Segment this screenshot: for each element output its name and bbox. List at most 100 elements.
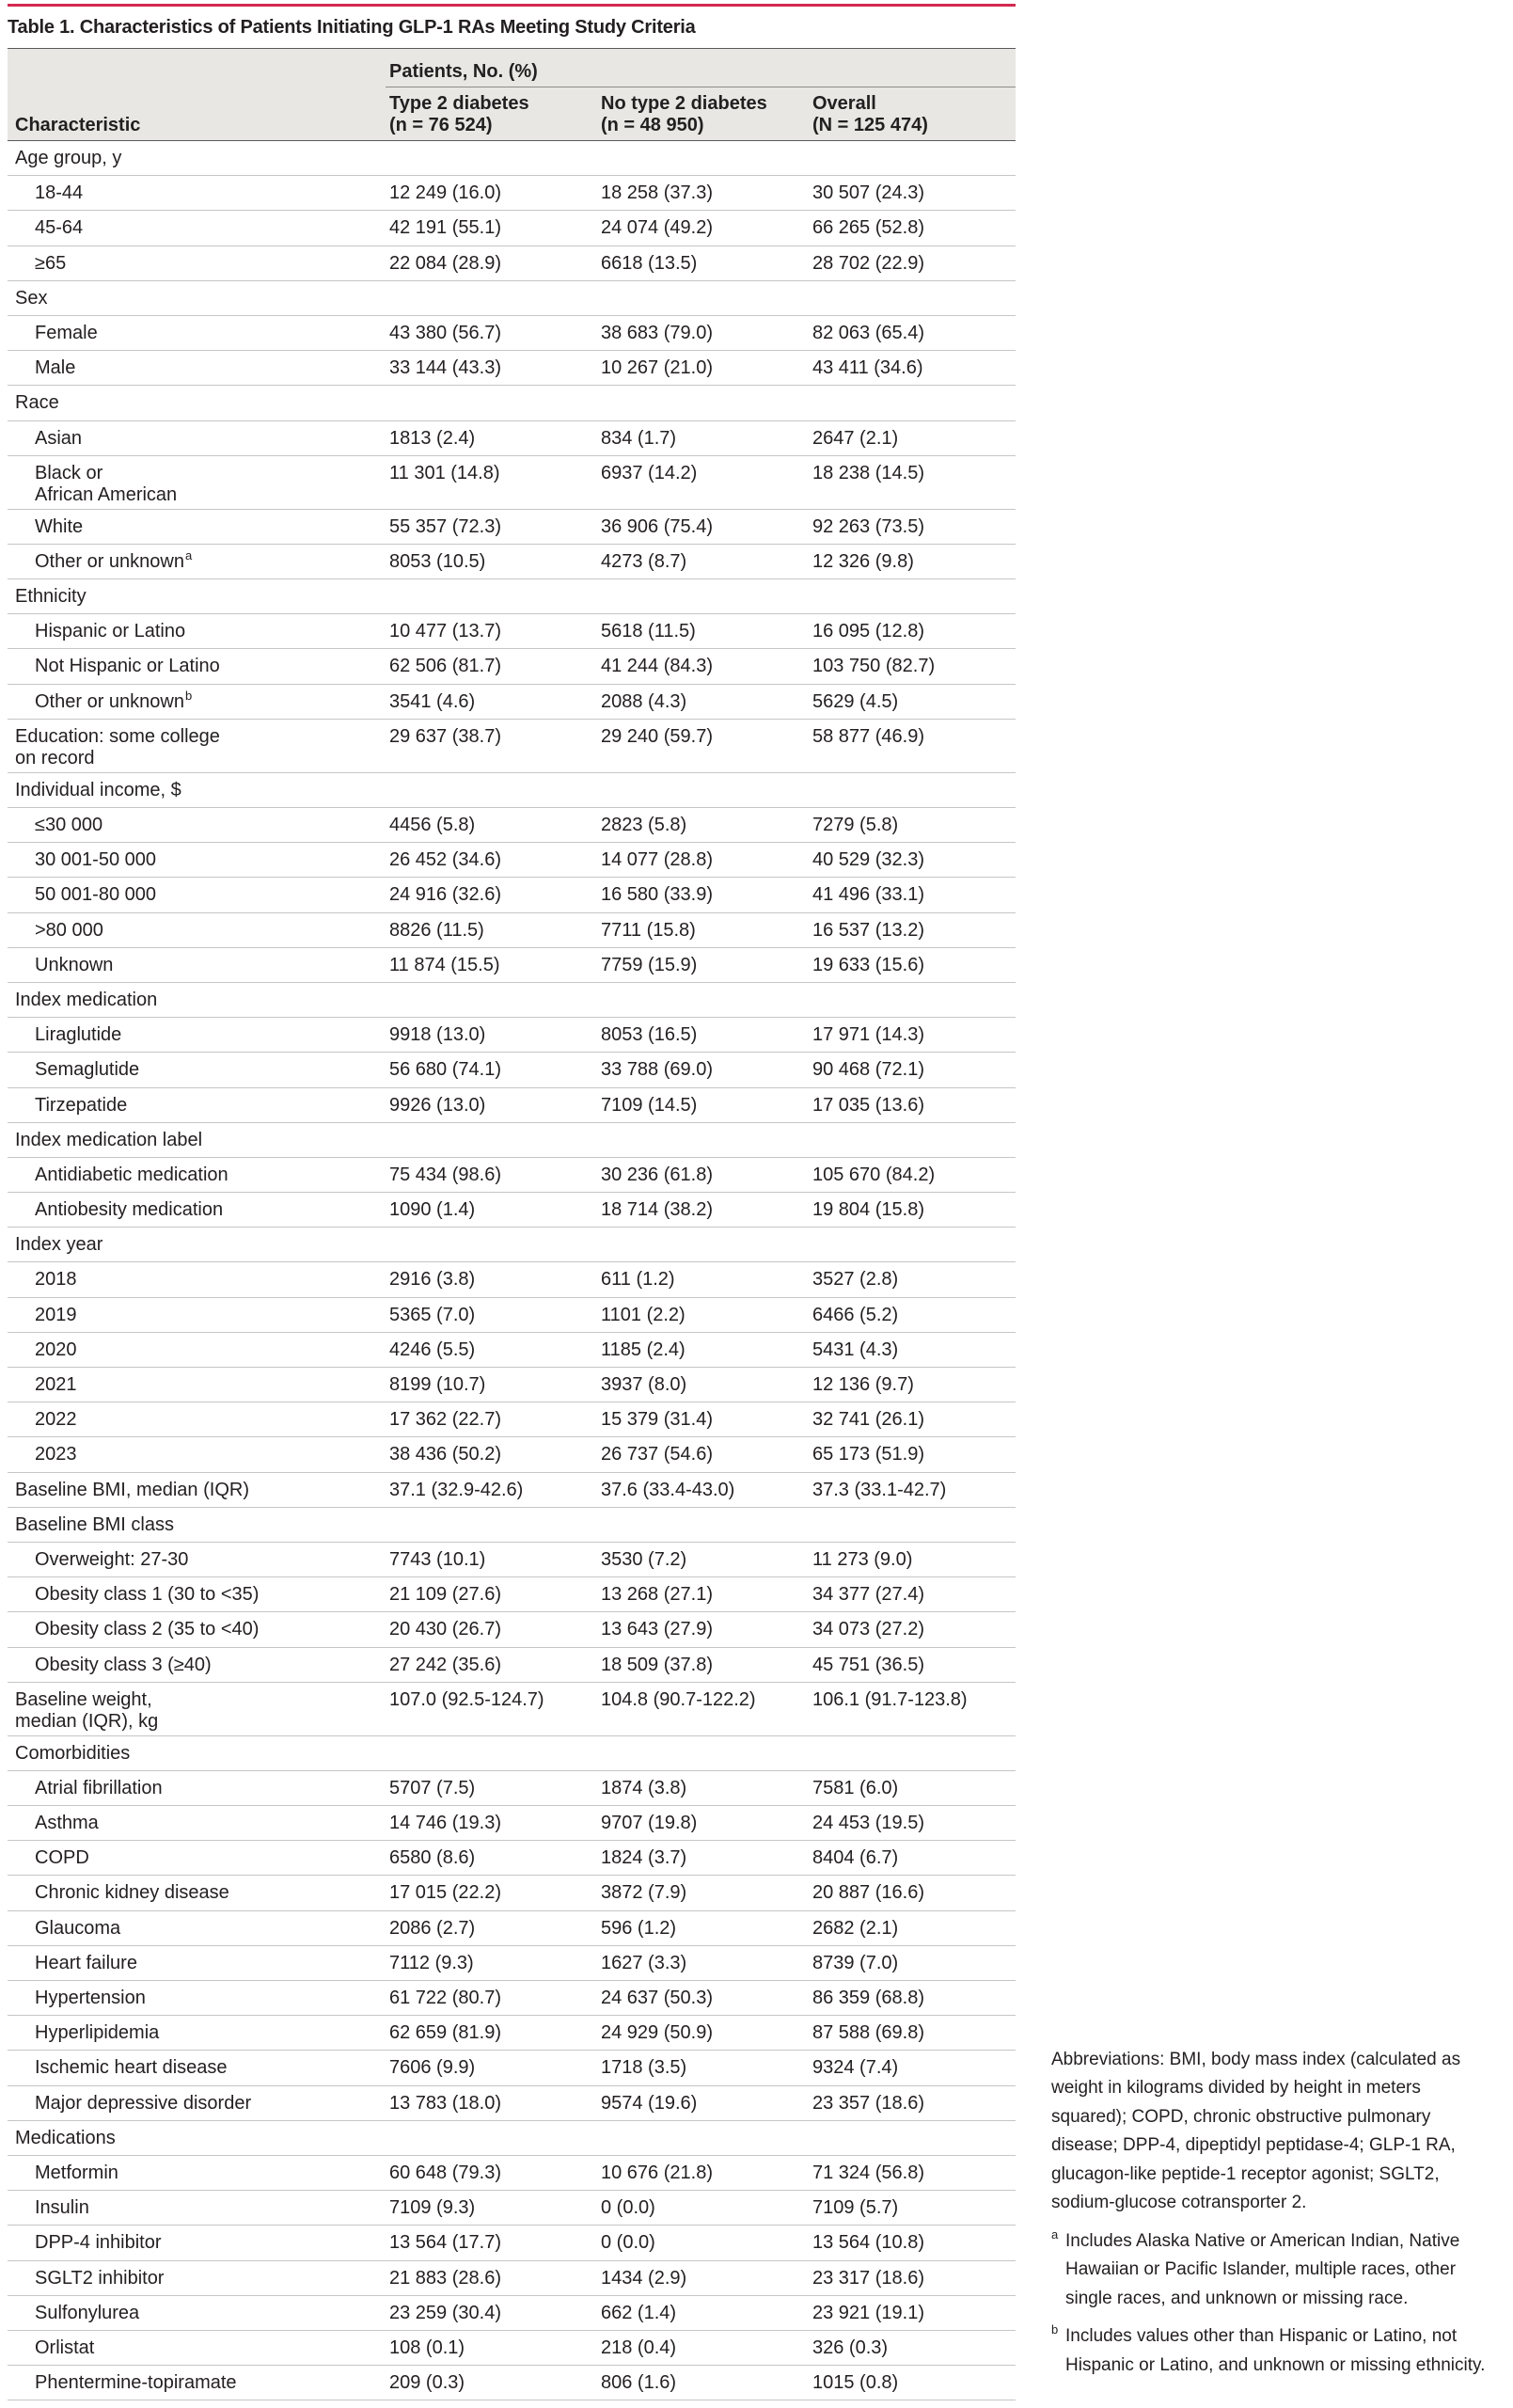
type2-diabetes-cell: 38 436 (50.2) bbox=[389, 1444, 501, 1465]
section-header-row: Age group, y bbox=[8, 141, 1016, 177]
characteristic-cell: Other or unknownb bbox=[8, 688, 386, 719]
type2-diabetes-cell: 20 430 (26.7) bbox=[389, 1619, 501, 1640]
overall-cell: 34 073 (27.2) bbox=[812, 1619, 924, 1640]
table-row: Antidiabetic medication 75 434 (98.6) 30 2… bbox=[8, 1158, 1016, 1194]
footnote-text: Includes Alaska Native or American India… bbox=[1065, 2230, 1460, 2308]
table-row: ≥65 22 084 (28.9) 6618 (13.5) 28 702 (22.9) bbox=[8, 246, 1016, 281]
characteristic-cell: White bbox=[8, 516, 386, 544]
characteristic-cell: Hyperlipidemia bbox=[8, 2022, 386, 2050]
table-row: Baseline BMI, median (IQR) 37.1 (32.9-42.… bbox=[8, 1473, 1016, 1508]
no-type2-diabetes-cell: 7109 (14.5) bbox=[601, 1094, 698, 1116]
type2-diabetes-cell: 9926 (13.0) bbox=[389, 1094, 486, 1116]
characteristic-label: Index medication label bbox=[15, 1129, 203, 1150]
characteristic-label: 2020 bbox=[35, 1339, 77, 1360]
type2-diabetes-cell: 6580 (8.6) bbox=[389, 1847, 476, 1869]
type2-diabetes-cell: 56 680 (74.1) bbox=[389, 1059, 501, 1081]
no-type2-diabetes-cell: 8053 (16.5) bbox=[601, 1024, 698, 1046]
no-type2-diabetes-cell: 596 (1.2) bbox=[601, 1917, 677, 1939]
characteristic-label: Hyperlipidemia bbox=[35, 2022, 160, 2044]
characteristic-cell: Index year bbox=[8, 1234, 386, 1261]
table-row: Baseline weight, median (IQR), kg 107.0 (… bbox=[8, 1683, 1016, 1736]
table-title: Table 1. Characteristics of Patients Ini… bbox=[8, 7, 1016, 49]
no-type2-diabetes-cell: 1434 (2.9) bbox=[601, 2267, 687, 2289]
overall-cell: 92 263 (73.5) bbox=[812, 515, 924, 537]
type2-diabetes-cell: 7606 (9.9) bbox=[389, 2057, 476, 2079]
no-type2-diabetes-cell: 10 676 (21.8) bbox=[601, 2162, 713, 2183]
table-row: 30 001-50 000 26 452 (34.6) 14 077 (28.8) 4… bbox=[8, 843, 1016, 879]
characteristic-label: >80 000 bbox=[35, 919, 103, 941]
overall-cell: 17 971 (14.3) bbox=[812, 1024, 924, 1046]
characteristic-label: Other or unknown bbox=[35, 550, 184, 572]
table-row: 2023 38 436 (50.2) 26 737 (54.6) 65 173 (51… bbox=[8, 1437, 1016, 1473]
no-type2-diabetes-cell: 1874 (3.8) bbox=[601, 1777, 687, 1798]
no-type2-diabetes-cell: 1824 (3.7) bbox=[601, 1847, 687, 1869]
characteristic-label: ≤30 000 bbox=[35, 815, 103, 835]
overall-cell: 12 136 (9.7) bbox=[812, 1374, 914, 1395]
table-row: Tirzepatide 9926 (13.0) 7109 (14.5) 17 035 … bbox=[8, 1088, 1016, 1123]
overall-cell: 9324 (7.4) bbox=[812, 2057, 899, 2079]
overall-cell: 2682 (2.1) bbox=[812, 1917, 899, 1939]
no-type2-diabetes-cell: 218 (0.4) bbox=[601, 2337, 677, 2358]
table-row: Male 33 144 (43.3) 10 267 (21.0) 43 411 (34… bbox=[8, 351, 1016, 387]
no-type2-diabetes-cell: 7711 (15.8) bbox=[601, 919, 696, 941]
characteristic-cell: Tirzepatide bbox=[8, 1095, 386, 1122]
overall-cell: 6466 (5.2) bbox=[812, 1304, 899, 1325]
section-header-row: Baseline BMI class bbox=[8, 1508, 1016, 1543]
table-row: Unknown 11 874 (15.5) 7759 (15.9) 19 633 (1… bbox=[8, 948, 1016, 983]
no-type2-diabetes-cell: 33 788 (69.0) bbox=[601, 1059, 713, 1081]
overall-cell: 5431 (4.3) bbox=[812, 1339, 899, 1360]
footnote-marker: b bbox=[184, 688, 193, 703]
overall-cell: 34 377 (27.4) bbox=[812, 1584, 924, 1606]
overall-cell: 7581 (6.0) bbox=[812, 1777, 899, 1798]
characteristic-label: 2019 bbox=[35, 1304, 77, 1325]
characteristic-label: Comorbidities bbox=[15, 1742, 131, 1764]
characteristic-label: 30 001-50 000 bbox=[35, 849, 157, 871]
footnote-marker: b bbox=[1051, 2322, 1059, 2337]
overall-cell: 13 564 (10.8) bbox=[812, 2232, 924, 2254]
characteristic-cell: Hypertension bbox=[8, 1988, 386, 2015]
type2-diabetes-cell: 5365 (7.0) bbox=[389, 1304, 476, 1325]
type2-diabetes-cell: 108 (0.1) bbox=[389, 2337, 465, 2358]
table-row: 2020 4246 (5.5) 1185 (2.4) 5431 (4.3) bbox=[8, 1333, 1016, 1368]
characteristic-cell: Index medication label bbox=[8, 1130, 386, 1157]
overall-cell: 16 537 (13.2) bbox=[812, 919, 924, 941]
column-header-no-type2-diabetes: No type 2 diabetes (n = 48 950) bbox=[601, 93, 767, 135]
characteristic-label: Education: some college on record bbox=[15, 725, 220, 768]
section-header-row: Medications bbox=[8, 2121, 1016, 2156]
no-type2-diabetes-cell: 29 240 (59.7) bbox=[601, 725, 713, 747]
characteristic-cell: Baseline BMI, median (IQR) bbox=[8, 1480, 386, 1507]
characteristic-cell: Insulin bbox=[8, 2197, 386, 2225]
table-row: Black or African American 11 301 (14.8) 69… bbox=[8, 456, 1016, 510]
characteristic-cell: Heart failure bbox=[8, 1953, 386, 1980]
characteristic-label: 2021 bbox=[35, 1374, 77, 1395]
characteristic-cell: Other or unknowna bbox=[8, 549, 386, 578]
characteristic-label: Medications bbox=[15, 2127, 116, 2148]
characteristic-cell: Metformin bbox=[8, 2162, 386, 2190]
no-type2-diabetes-cell: 26 737 (54.6) bbox=[601, 1444, 713, 1465]
no-type2-diabetes-cell: 104.8 (90.7-122.2) bbox=[601, 1688, 756, 1710]
overall-cell: 66 265 (52.8) bbox=[812, 217, 924, 239]
characteristic-cell: 45-64 bbox=[8, 217, 386, 245]
type2-diabetes-cell: 5707 (7.5) bbox=[389, 1777, 476, 1798]
characteristic-label: Asthma bbox=[35, 1813, 99, 1834]
no-type2-diabetes-cell: 5618 (11.5) bbox=[601, 621, 696, 642]
characteristic-cell: 50 001-80 000 bbox=[8, 884, 386, 911]
characteristic-label: Sex bbox=[15, 287, 48, 309]
type2-diabetes-cell: 21 883 (28.6) bbox=[389, 2267, 501, 2289]
characteristic-label: Ethnicity bbox=[15, 586, 87, 608]
no-type2-diabetes-cell: 37.6 (33.4-43.0) bbox=[601, 1479, 735, 1500]
type2-diabetes-cell: 24 916 (32.6) bbox=[389, 884, 501, 906]
characteristic-cell: ≤30 000 bbox=[8, 815, 386, 842]
table-row: Other or unknowna 8053 (10.5) 4273 (8.7) 12… bbox=[8, 545, 1016, 580]
patients-group-header: Patients, No. (%) bbox=[389, 61, 538, 82]
table-top-rule bbox=[8, 4, 1016, 7]
table-row: COPD 6580 (8.6) 1824 (3.7) 8404 (6.7) bbox=[8, 1841, 1016, 1877]
type2-diabetes-cell: 7109 (9.3) bbox=[389, 2197, 476, 2219]
characteristic-label: Heart failure bbox=[35, 1952, 137, 1973]
overall-cell: 45 751 (36.5) bbox=[812, 1654, 924, 1675]
no-type2-diabetes-cell: 2088 (4.3) bbox=[601, 690, 687, 712]
overall-cell: 1015 (0.8) bbox=[812, 2372, 899, 2394]
characteristic-cell: Orlistat bbox=[8, 2337, 386, 2365]
overall-cell: 24 453 (19.5) bbox=[812, 1813, 924, 1834]
characteristic-cell: COPD bbox=[8, 1847, 386, 1875]
